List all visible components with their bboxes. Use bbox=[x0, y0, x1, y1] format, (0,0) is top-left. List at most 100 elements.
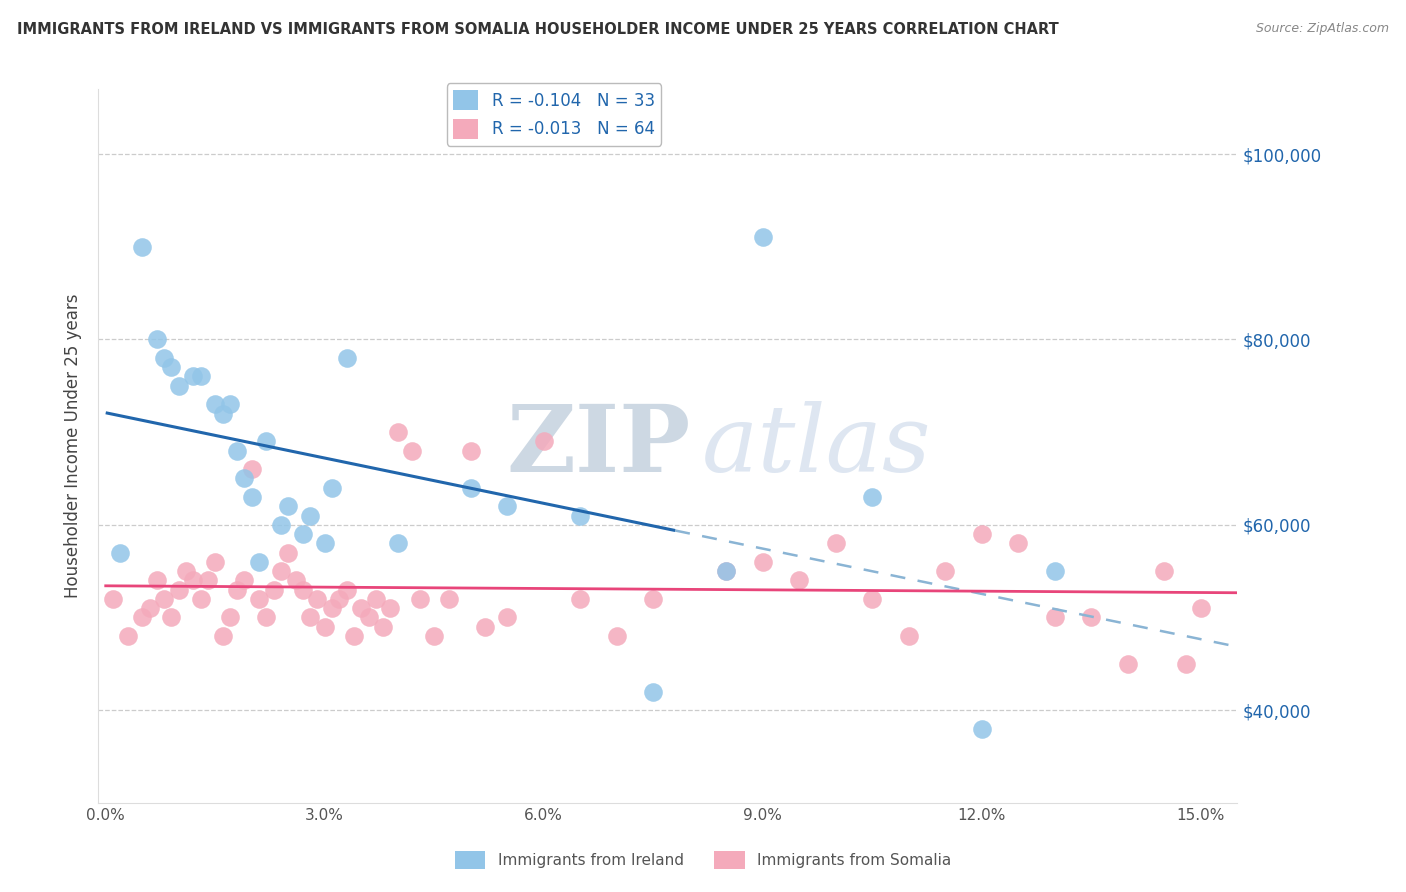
Text: ZIP: ZIP bbox=[506, 401, 690, 491]
Point bbox=[240, 462, 263, 476]
Point bbox=[380, 601, 402, 615]
Point bbox=[160, 360, 183, 375]
Point bbox=[496, 610, 519, 624]
Point bbox=[233, 471, 256, 485]
Point bbox=[401, 443, 423, 458]
Point bbox=[291, 527, 314, 541]
Text: atlas: atlas bbox=[702, 401, 932, 491]
Point bbox=[299, 610, 322, 624]
Y-axis label: Householder Income Under 25 years: Householder Income Under 25 years bbox=[65, 293, 83, 599]
Point bbox=[131, 610, 153, 624]
Point bbox=[204, 555, 226, 569]
Point bbox=[211, 407, 233, 421]
Point bbox=[1175, 657, 1198, 671]
Point bbox=[197, 574, 219, 588]
Point bbox=[460, 443, 482, 458]
Point bbox=[364, 591, 387, 606]
Point bbox=[226, 582, 249, 597]
Point bbox=[153, 591, 176, 606]
Point bbox=[343, 629, 366, 643]
Point bbox=[357, 610, 380, 624]
Point bbox=[153, 351, 176, 365]
Text: IMMIGRANTS FROM IRELAND VS IMMIGRANTS FROM SOMALIA HOUSEHOLDER INCOME UNDER 25 Y: IMMIGRANTS FROM IRELAND VS IMMIGRANTS FR… bbox=[17, 22, 1059, 37]
Point bbox=[131, 240, 153, 254]
Point bbox=[277, 500, 299, 514]
Point bbox=[110, 545, 132, 559]
Point bbox=[314, 620, 336, 634]
Point bbox=[167, 582, 190, 597]
Point bbox=[226, 443, 249, 458]
Point bbox=[643, 591, 665, 606]
Point bbox=[146, 574, 169, 588]
Point bbox=[752, 230, 775, 244]
Point bbox=[167, 378, 190, 392]
Point bbox=[716, 564, 738, 578]
Point bbox=[336, 582, 359, 597]
Point bbox=[247, 555, 270, 569]
Point bbox=[183, 574, 205, 588]
Point bbox=[824, 536, 846, 550]
Point bbox=[270, 564, 292, 578]
Point bbox=[606, 629, 628, 643]
Point bbox=[190, 369, 212, 384]
Point bbox=[474, 620, 496, 634]
Point bbox=[211, 629, 233, 643]
Point bbox=[1043, 564, 1066, 578]
Point bbox=[350, 601, 373, 615]
Point bbox=[437, 591, 460, 606]
Point bbox=[1116, 657, 1139, 671]
Point bbox=[218, 397, 240, 411]
Legend: R = -0.104   N = 33, R = -0.013   N = 64: R = -0.104 N = 33, R = -0.013 N = 64 bbox=[447, 83, 661, 145]
Point bbox=[314, 536, 336, 550]
Legend: Immigrants from Ireland, Immigrants from Somalia: Immigrants from Ireland, Immigrants from… bbox=[449, 845, 957, 875]
Point bbox=[254, 434, 277, 449]
Point bbox=[496, 500, 519, 514]
Point bbox=[569, 508, 592, 523]
Point bbox=[423, 629, 446, 643]
Point bbox=[240, 490, 263, 504]
Point bbox=[387, 536, 409, 550]
Point bbox=[138, 601, 160, 615]
Point bbox=[860, 591, 883, 606]
Point bbox=[371, 620, 394, 634]
Point bbox=[204, 397, 226, 411]
Point bbox=[1080, 610, 1102, 624]
Point bbox=[897, 629, 920, 643]
Point bbox=[247, 591, 270, 606]
Point bbox=[218, 610, 240, 624]
Point bbox=[263, 582, 285, 597]
Point bbox=[1189, 601, 1212, 615]
Point bbox=[1153, 564, 1175, 578]
Point bbox=[643, 684, 665, 698]
Point bbox=[146, 333, 169, 347]
Point bbox=[1043, 610, 1066, 624]
Point bbox=[284, 574, 307, 588]
Point bbox=[291, 582, 314, 597]
Point bbox=[934, 564, 956, 578]
Point bbox=[569, 591, 592, 606]
Point bbox=[328, 591, 350, 606]
Point bbox=[336, 351, 359, 365]
Point bbox=[160, 610, 183, 624]
Point bbox=[460, 481, 482, 495]
Point bbox=[299, 508, 322, 523]
Point bbox=[101, 591, 124, 606]
Point bbox=[277, 545, 299, 559]
Point bbox=[174, 564, 197, 578]
Point bbox=[970, 722, 993, 736]
Point bbox=[387, 425, 409, 439]
Point bbox=[321, 601, 343, 615]
Point bbox=[860, 490, 883, 504]
Point bbox=[752, 555, 775, 569]
Point bbox=[183, 369, 205, 384]
Point bbox=[321, 481, 343, 495]
Point bbox=[716, 564, 738, 578]
Point bbox=[970, 527, 993, 541]
Point bbox=[190, 591, 212, 606]
Text: Source: ZipAtlas.com: Source: ZipAtlas.com bbox=[1256, 22, 1389, 36]
Point bbox=[117, 629, 139, 643]
Point bbox=[233, 574, 256, 588]
Point bbox=[533, 434, 555, 449]
Point bbox=[787, 574, 810, 588]
Point bbox=[1007, 536, 1029, 550]
